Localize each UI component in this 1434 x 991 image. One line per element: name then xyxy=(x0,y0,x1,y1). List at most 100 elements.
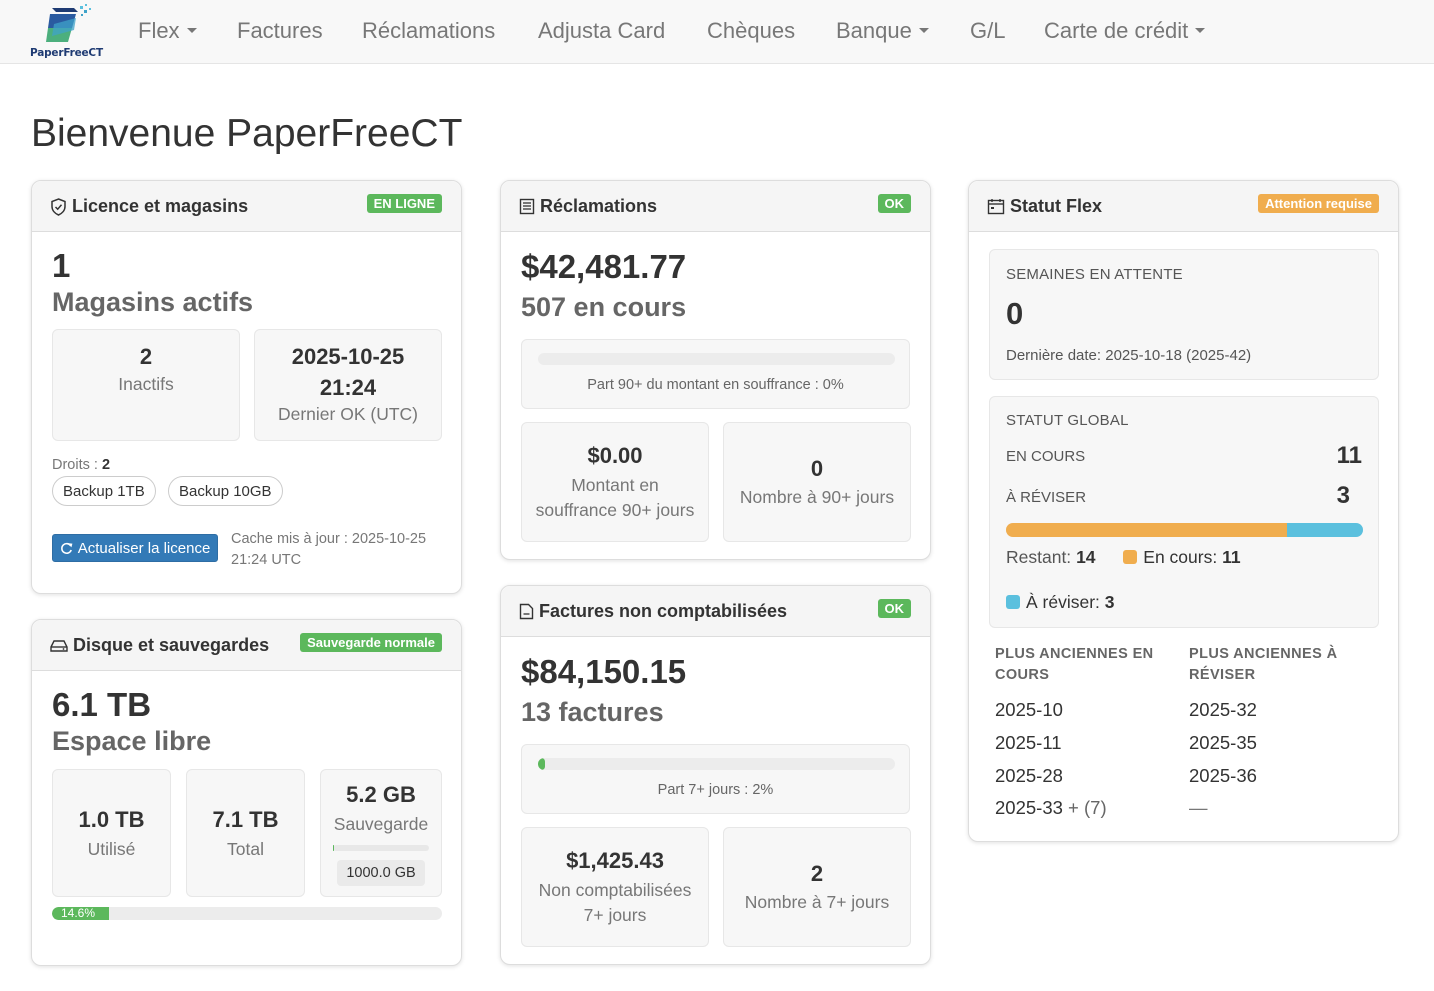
backup-quota-bar xyxy=(333,845,429,851)
top-navbar: PaperFreeCT Flex Factures Réclamations A… xyxy=(0,0,1434,64)
refresh-licence-button[interactable]: Actualiser la licence xyxy=(52,534,218,562)
legend-to-review-swatch xyxy=(1006,595,1020,609)
caret-down-icon xyxy=(186,28,197,34)
nav-cheques[interactable]: Chèques xyxy=(707,18,795,44)
remaining-label: Restant: xyxy=(1006,547,1072,567)
disk-title-text: Disque et sauvegardes xyxy=(73,635,270,655)
oldest-to-review-item: — xyxy=(1189,797,1208,818)
nav-banque[interactable]: Banque xyxy=(836,18,929,44)
inactive-stores-card: 2 Inactifs xyxy=(52,329,240,441)
last-ok-time: 21:24 xyxy=(319,375,377,400)
hard-drive-icon xyxy=(50,639,68,652)
shield-icon xyxy=(51,197,66,216)
backup-size-card: 5.2 GB Sauvegarde 1000.0 GB xyxy=(320,769,442,897)
nav-gl-label: G/L xyxy=(970,18,1006,43)
invoices-status-badge: OK xyxy=(877,599,911,618)
nav-carte-credit[interactable]: Carte de crédit xyxy=(1044,18,1206,44)
invoices-amount: $84,150.15 xyxy=(521,653,687,690)
pending-weeks-header: SEMAINES EN ATTENTE xyxy=(1006,266,1183,283)
backup-status-badge: Sauvegarde normale xyxy=(300,633,442,652)
disk-usage-progress-fill: 14.6% xyxy=(52,907,109,920)
refresh-icon xyxy=(60,542,73,554)
legend-in-progress-label: En cours: xyxy=(1143,547,1218,567)
invoices-share-card: Part 7+ jours : 2% xyxy=(521,744,910,814)
right-pill-backup-10gb: Backup 10GB xyxy=(168,476,283,506)
disk-usage-percent: 14.6% xyxy=(61,907,96,920)
licence-panel-title: Licence et magasins xyxy=(50,196,248,217)
remaining-line: Restant: 14 En cours: 11 xyxy=(1006,547,1241,568)
nav-flex[interactable]: Flex xyxy=(138,18,197,44)
claims-overdue-amount-label-1: Montant en xyxy=(571,475,659,495)
claims-share-label: Part 90+ du montant en souffrance : 0% xyxy=(587,377,844,393)
pending-weeks-card: SEMAINES EN ATTENTE 0 Dernière date: 202… xyxy=(989,249,1379,380)
backup-size-label: Sauvegarde xyxy=(333,814,429,834)
claims-overdue-amount-card: $0.00 Montant en souffrance 90+ jours xyxy=(521,422,709,542)
oldest-in-progress-item: 2025-28 xyxy=(995,765,1063,786)
legend-to-review-line: À réviser: 3 xyxy=(1006,592,1115,613)
claims-share-card: Part 90+ du montant en souffrance : 0% xyxy=(521,339,910,409)
nav-reclamations[interactable]: Réclamations xyxy=(362,18,495,44)
global-status-header: STATUT GLOBAL xyxy=(1006,412,1129,429)
caret-down-icon xyxy=(918,28,929,34)
disk-usage-progress: 14.6% xyxy=(52,907,442,920)
claims-amount: $42,481.77 xyxy=(521,248,687,285)
oldest-in-progress-header: PLUS ANCIENNES EN COURS xyxy=(995,646,1154,683)
inactive-stores-count: 2 xyxy=(139,344,153,369)
invoices-overdue-count-label: Nombre à 7+ jours xyxy=(744,892,890,912)
claims-share-progress xyxy=(538,353,895,365)
flex-title-text: Statut Flex xyxy=(1010,196,1103,216)
invoices-share-progress xyxy=(538,758,895,770)
disk-panel-title: Disque et sauvegardes xyxy=(50,635,269,656)
last-ok-label: Dernier OK (UTC) xyxy=(277,404,418,424)
used-space-card: 1.0 TB Utilisé xyxy=(52,769,171,897)
oldest-to-review-item: 2025-35 xyxy=(1189,732,1257,753)
total-space-label: Total xyxy=(227,839,264,859)
nav-reclamations-label: Réclamations xyxy=(362,18,496,43)
total-space-card: 7.1 TB Total xyxy=(186,769,305,897)
nav-factures[interactable]: Factures xyxy=(237,18,323,44)
oldest-in-progress-item: 2025-11 xyxy=(995,732,1062,753)
remaining-count: 14 xyxy=(1076,547,1096,567)
invoices-panel-title: Factures non comptabilisées xyxy=(519,601,787,622)
caret-down-icon xyxy=(1195,28,1206,34)
last-ok-card: 2025-10-25 21:24 Dernier OK (UTC) xyxy=(254,329,442,441)
refresh-licence-label: Actualiser la licence xyxy=(77,539,211,557)
disk-panel: Disque et sauvegardes Sauvegarde normale… xyxy=(31,619,462,966)
invoices-title-text: Factures non comptabilisées xyxy=(539,601,788,621)
invoices-overdue-amount-label: Non comptabilisées 7+ jours xyxy=(522,878,708,928)
legend-in-progress-count: 11 xyxy=(1222,547,1241,567)
page-title: Bienvenue PaperFreeCT xyxy=(31,112,463,155)
nav-adjusta-card-label: Adjusta Card xyxy=(538,18,666,43)
legend-to-review-count: 3 xyxy=(1104,592,1115,612)
rights-label: Droits : xyxy=(52,457,98,473)
flex-panel: Statut Flex Attention requise SEMAINES E… xyxy=(968,180,1399,842)
oldest-to-review-item: 2025-32 xyxy=(1189,699,1257,720)
to-review-label: À RÉVISER xyxy=(1006,489,1087,506)
licence-title-text: Licence et magasins xyxy=(72,196,249,216)
nav-flex-label: Flex xyxy=(138,18,180,43)
nav-adjusta-card[interactable]: Adjusta Card xyxy=(538,18,665,44)
invoices-overdue-amount-label-2: 7+ jours xyxy=(583,905,647,925)
backup-quota-label: 1000.0 GB xyxy=(337,860,425,886)
oldest-in-progress-item: 2025-33 xyxy=(995,797,1063,818)
disk-panel-header: Disque et sauvegardes Sauvegarde normale xyxy=(32,620,461,671)
nav-gl[interactable]: G/L xyxy=(970,18,1005,44)
cache-updated-line-2: 21:24 UTC xyxy=(231,552,302,568)
brand-logo[interactable]: PaperFreeCT xyxy=(28,4,104,60)
brand-logo-icon xyxy=(46,4,91,42)
oldest-in-progress-item: 2025-10 xyxy=(995,699,1063,720)
right-pill-backup-1tb: Backup 1TB xyxy=(52,476,156,506)
invoices-overdue-amount-card: $1,425.43 Non comptabilisées 7+ jours xyxy=(521,827,709,947)
claims-panel: Réclamations OK $42,481.77 507 en cours … xyxy=(500,180,931,560)
free-space-value: 6.1 TB xyxy=(52,686,152,723)
cache-updated-text: Cache mis à jour : 2025-10-25 21:24 UTC xyxy=(231,529,426,571)
oldest-in-progress-more: + (7) xyxy=(1068,797,1107,818)
flex-panel-header: Statut Flex Attention requise xyxy=(969,181,1398,232)
invoices-overdue-amount-label-1: Non comptabilisées xyxy=(538,880,692,900)
flex-status-stacked-bar xyxy=(1006,523,1363,537)
legend-in-progress-swatch xyxy=(1123,550,1138,564)
brand-name: PaperFreeCT xyxy=(30,47,103,59)
calendar-icon xyxy=(987,199,1005,215)
oldest-to-review-header: PLUS ANCIENNES À RÉVISER xyxy=(1189,646,1338,683)
used-space-value: 1.0 TB xyxy=(78,807,145,832)
